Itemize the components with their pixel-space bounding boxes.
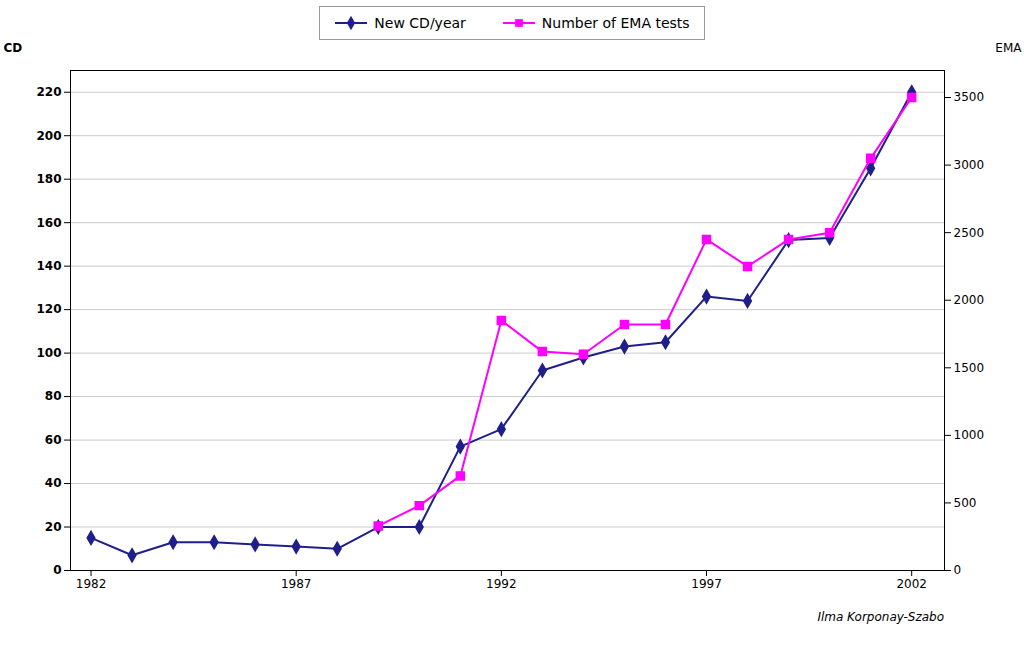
- svg-text:1987: 1987: [281, 577, 312, 591]
- svg-text:1997: 1997: [691, 577, 722, 591]
- svg-text:1982: 1982: [76, 577, 107, 591]
- svg-text:2002: 2002: [896, 577, 927, 591]
- svg-text:160: 160: [36, 216, 61, 230]
- html-text:Ilma Korponay-Szabo: Ilma Korponay-Szabo: [817, 610, 944, 624]
- svg-text:1500: 1500: [954, 361, 985, 375]
- svg-text:3000: 3000: [954, 158, 985, 172]
- svg-text:EMA: EMA: [995, 41, 1022, 55]
- svg-text:40: 40: [45, 476, 62, 490]
- svg-text:140: 140: [36, 259, 61, 273]
- svg-text:100: 100: [36, 346, 61, 360]
- svg-text:2500: 2500: [954, 226, 985, 240]
- svg-text:CD: CD: [4, 41, 23, 55]
- svg-text:3500: 3500: [954, 90, 985, 104]
- html-text:New CD/year: New CD/year: [374, 15, 466, 31]
- html-text:Number of EMA tests: Number of EMA tests: [541, 15, 690, 31]
- svg-text:2000: 2000: [954, 293, 985, 307]
- svg-text:120: 120: [36, 302, 61, 316]
- svg-text:0: 0: [53, 563, 61, 577]
- svg-text:80: 80: [45, 389, 62, 403]
- svg-text:60: 60: [45, 433, 62, 447]
- svg-text:1992: 1992: [486, 577, 517, 591]
- svg-text:0: 0: [954, 563, 962, 577]
- svg-text:1000: 1000: [954, 428, 985, 442]
- svg-text:220: 220: [36, 85, 61, 99]
- svg-text:180: 180: [36, 172, 61, 186]
- svg-text:200: 200: [36, 129, 61, 143]
- svg-text:500: 500: [954, 496, 977, 510]
- svg-text:20: 20: [45, 520, 62, 534]
